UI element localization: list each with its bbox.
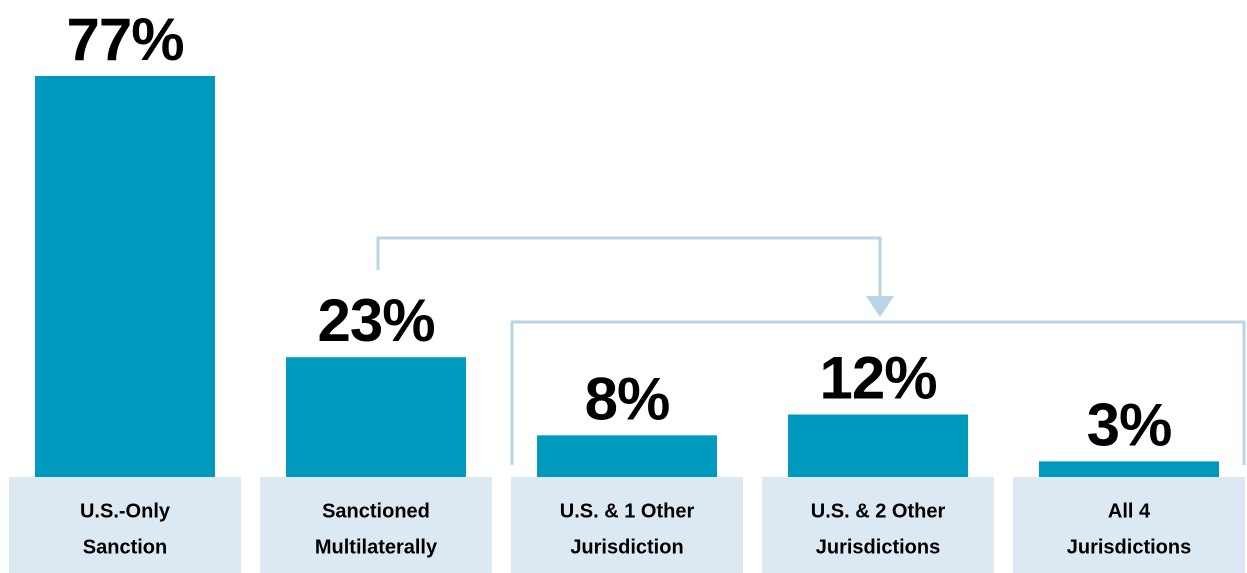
x-tick-label: U.S. & 2 Other <box>811 500 946 522</box>
category-box <box>1013 477 1245 573</box>
value-label: 8% <box>585 365 670 432</box>
category-box <box>511 477 743 573</box>
x-tick-label: Sanction <box>83 536 167 558</box>
x-tick-label: Jurisdiction <box>570 536 683 558</box>
category-box <box>762 477 994 573</box>
bar <box>1039 461 1219 477</box>
x-tick-label: Sanctioned <box>322 500 430 522</box>
x-tick-label: Jurisdictions <box>816 536 940 558</box>
value-label: 23% <box>317 287 434 354</box>
bar <box>537 435 717 477</box>
bar <box>35 76 215 477</box>
arrow-head <box>866 296 894 317</box>
value-label: 12% <box>819 345 936 412</box>
value-label: 77% <box>66 6 183 73</box>
bar <box>286 357 466 477</box>
x-tick-label: All 4 <box>1108 500 1151 522</box>
x-tick-label: Jurisdictions <box>1067 536 1191 558</box>
value-label: 3% <box>1087 391 1172 458</box>
bar <box>788 414 968 477</box>
bracket <box>510 320 1246 465</box>
x-tick-label: Multilaterally <box>315 536 438 558</box>
arrow-line <box>376 236 882 300</box>
x-tick-label: U.S.-Only <box>80 500 171 522</box>
x-tick-label: U.S. & 1 Other <box>560 500 695 522</box>
connector <box>376 236 1246 465</box>
category-box <box>260 477 492 573</box>
category-box <box>9 477 241 573</box>
